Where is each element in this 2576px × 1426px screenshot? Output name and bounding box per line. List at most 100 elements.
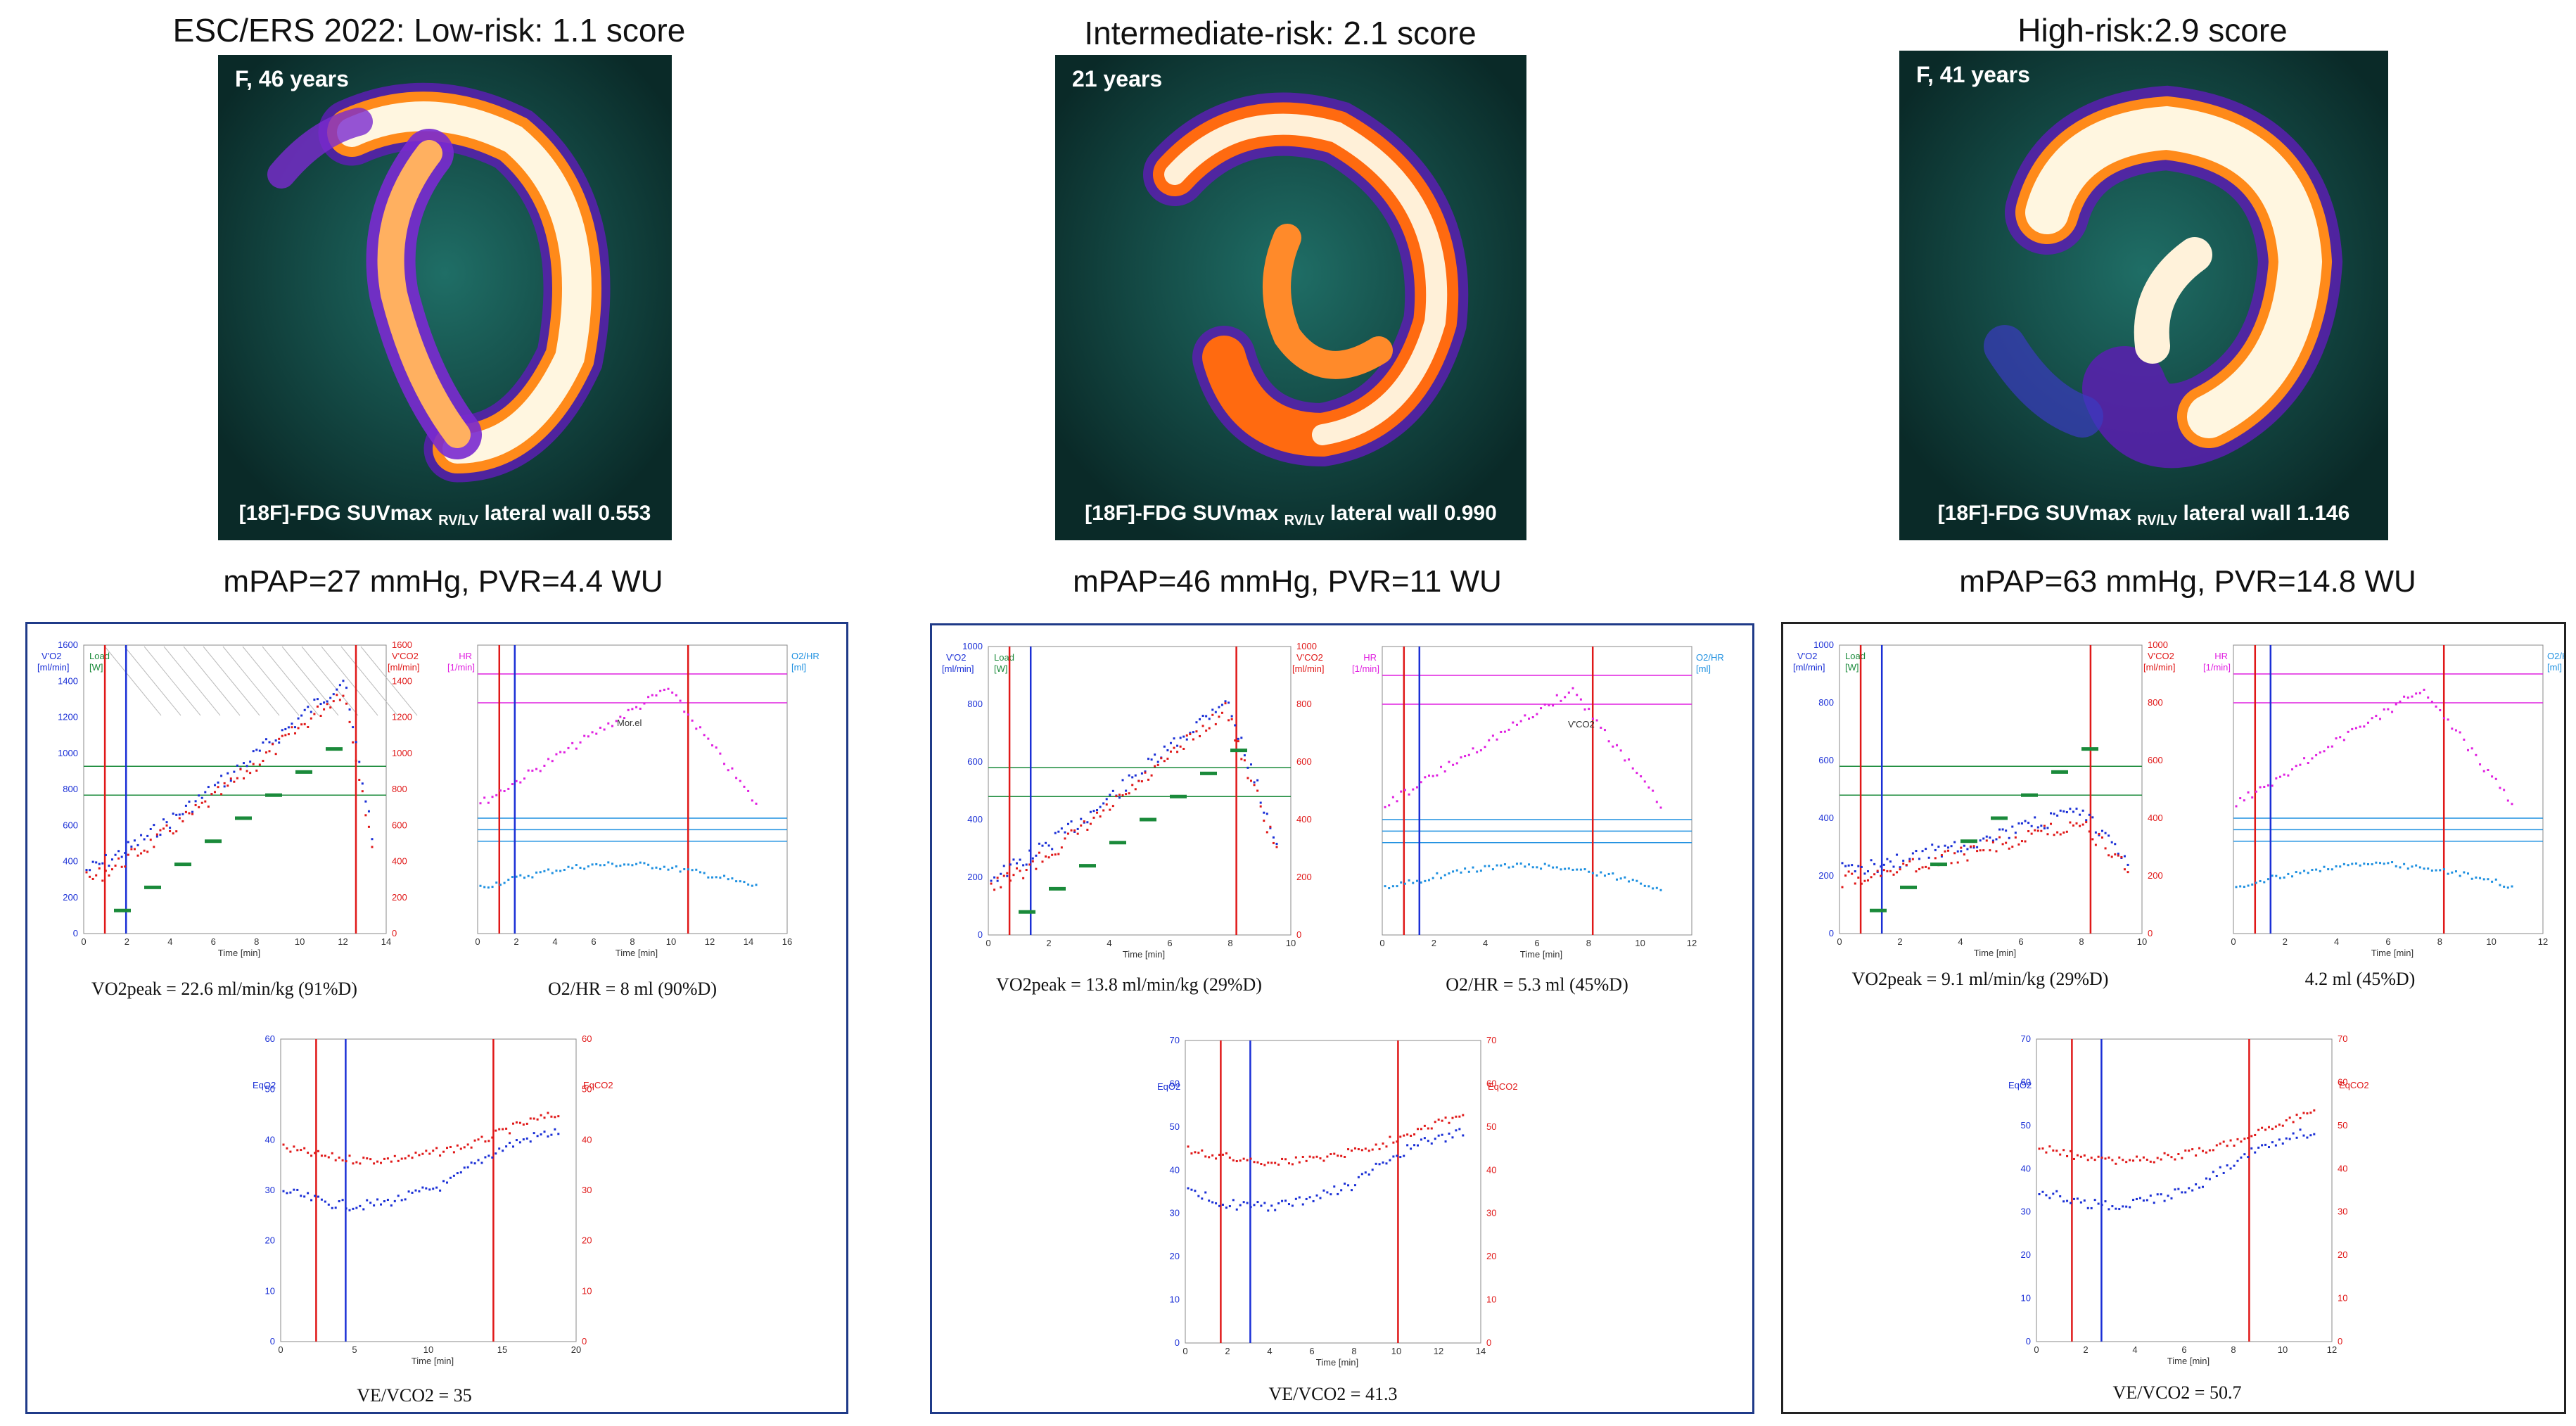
eqo2-series-point [432,1188,435,1190]
vco2-series-point [326,703,329,706]
x-tick-label: 0 [1837,936,1842,947]
hr-series-point [2291,768,2294,771]
plot-frame [83,644,387,934]
hr-series-point [1403,789,1406,791]
plot-frame [2036,1038,2333,1342]
hr-series-point [659,689,662,692]
o2hr-series-point [723,874,726,877]
vco2-series-point [1096,811,1099,814]
eqco2-series-point [331,1152,333,1154]
o2hr-series-point [2271,874,2274,877]
eqo2-series-point [2181,1191,2183,1194]
vo2-series-point [1147,758,1150,760]
vo2-series-point [213,784,216,787]
eqco2-series-point [1427,1127,1429,1130]
o2hr-series-point [1640,882,1643,885]
hr-series-point [595,732,598,735]
x-tick-label: 6 [591,936,596,947]
eqo2-series-point [1340,1189,1343,1192]
vco2-series-point [1979,849,1982,852]
hr-series-point [1583,708,1586,711]
eqco2-series-point [498,1128,501,1131]
o2hr-series-point [2255,881,2257,884]
hr-series-point [1384,806,1386,808]
vo2-series-point [278,741,281,744]
eqco2-series-point [2066,1154,2069,1157]
eqo2-series-point [1298,1196,1301,1199]
vco2-series-point [1102,809,1105,812]
vo2-series-point [165,821,168,824]
vco2-series-point [329,706,332,709]
o2hr-series-point [1576,868,1579,871]
o2hr-series-point [747,883,750,886]
vo2-series-point [1870,859,1873,862]
hatch-line [321,646,378,716]
vo2-series-point [1230,715,1233,718]
hr-series-point [1612,745,1614,748]
vo2-series-point [319,703,322,706]
vo2-series-point [291,722,293,725]
eqco2-series-point [442,1150,445,1153]
hatch-line [203,646,260,716]
o2hr-series-point [1512,865,1515,868]
vco2-series-point [1144,771,1147,774]
o2hr-series-point [2263,881,2266,884]
hr-series-point [1412,788,1415,791]
o2hr-series-point [1396,885,1398,888]
eqco2-series-point [1451,1116,1454,1119]
vo2-series-point [326,700,329,703]
eqco2-series-point [2264,1128,2267,1131]
vco2-series-point [1214,722,1217,725]
eqo2-series-point [1333,1185,1336,1188]
hr-series-point [2442,717,2445,720]
eqo2-series-point [1357,1176,1360,1178]
o2hr-series-point [2418,866,2421,869]
y-tick-label: 10 [1486,1294,1496,1305]
vco2-series-point [316,705,319,708]
hr-series-point [571,741,574,744]
o2hr-axis-unit: [ml] [791,662,806,673]
vo2-series-point [297,717,300,720]
y-tick-label: 20 [1486,1251,1496,1261]
eqco2-series-point [1274,1161,1277,1164]
o2hr-series-point [2391,861,2394,864]
o2hr-series-point [1448,872,1450,875]
hr-series-point [1543,704,1546,706]
eqo2-series-point [2198,1186,2201,1189]
eqo2-series-point [2306,1136,2309,1139]
o2hr-series-point [2363,862,2366,865]
eqco2-series-point [1389,1135,1391,1138]
vco2-series-point [1911,858,1914,860]
hr-series-point [675,694,677,696]
load-axis-label: Load [89,651,110,661]
eqo2-series-point [487,1154,490,1157]
vco2-series-point [284,734,287,737]
eqo2-series-point [1441,1133,1443,1136]
o2hr-series-point [2467,872,2470,875]
x-tick-label: 10 [1391,1346,1401,1356]
eqco2-series-point [2048,1145,2051,1148]
vo2-series-point [1275,842,1278,845]
vco2-series-point [130,848,133,851]
vo2-series-point [1189,732,1192,734]
eqo2-series-point [1458,1128,1461,1131]
vco2-series-point [1028,863,1031,866]
x-tick-label: 8 [254,936,259,947]
hr-series-point [1531,715,1534,718]
o2hr-series-point [1635,879,1638,882]
o2hr-series-point [1567,867,1570,870]
vo2-series-point [1131,776,1134,779]
o2hr-axis-unit: [ml] [2547,662,2562,673]
y-tick-label: 20 [265,1235,275,1246]
column-title-high-risk: High-risk:2.9 score [2017,12,2288,49]
hr-series-point [2278,775,2281,778]
o2hr-series-point [1659,889,1662,891]
hr-series-point [1579,698,1582,701]
hr-series-point [667,687,670,690]
vco2-series-point [1876,870,1879,872]
eqco2-series-point [327,1156,330,1159]
vco2-series-point [1025,869,1028,872]
hr-series-point [1631,767,1634,770]
vo2-series-point [162,818,165,821]
vco2-series-point [1121,794,1124,797]
